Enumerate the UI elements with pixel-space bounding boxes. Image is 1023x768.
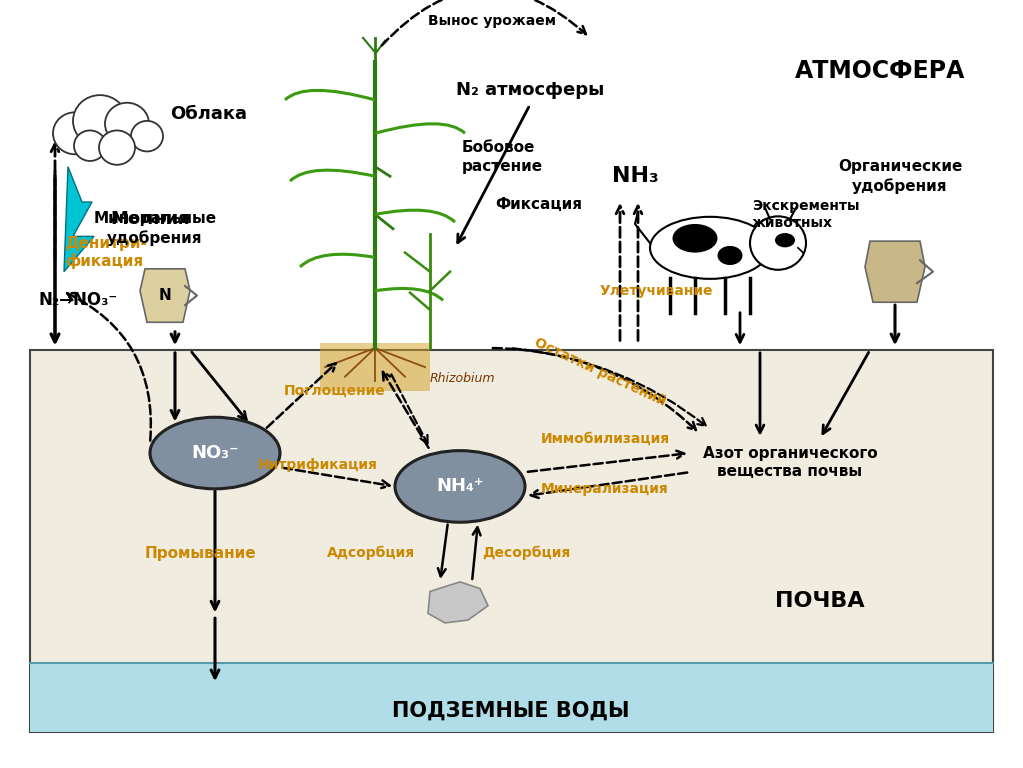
Text: АТМОСФЕРА: АТМОСФЕРА: [795, 59, 965, 83]
Text: Фиксация: Фиксация: [495, 197, 582, 213]
Polygon shape: [64, 167, 94, 272]
Polygon shape: [428, 582, 488, 623]
Polygon shape: [865, 241, 925, 303]
Text: Вынос урожаем: Вынос урожаем: [428, 15, 555, 28]
Polygon shape: [30, 663, 993, 732]
Text: Rhizobium: Rhizobium: [430, 372, 495, 385]
Circle shape: [131, 121, 163, 151]
Text: Органические
удобрения: Органические удобрения: [838, 159, 963, 194]
Text: Поглощение: Поглощение: [284, 384, 386, 398]
Text: Экскременты
животных: Экскременты животных: [752, 199, 859, 230]
Text: Остатки растений: Остатки растений: [532, 335, 668, 409]
Ellipse shape: [650, 217, 770, 279]
Text: Промывание: Промывание: [145, 546, 257, 561]
Text: NO₃⁻: NO₃⁻: [191, 444, 238, 462]
Text: N₂→NO₃⁻: N₂→NO₃⁻: [38, 291, 117, 310]
Ellipse shape: [395, 451, 525, 522]
Circle shape: [74, 131, 106, 161]
Circle shape: [53, 112, 97, 154]
Text: NH₃: NH₃: [612, 166, 659, 187]
Ellipse shape: [775, 233, 795, 247]
Circle shape: [99, 131, 135, 165]
Text: Облака: Облака: [170, 105, 247, 123]
Polygon shape: [30, 350, 993, 732]
Text: ПОЧВА: ПОЧВА: [775, 591, 864, 611]
Text: N₂ атмосферы: N₂ атмосферы: [456, 81, 605, 99]
Text: ПОДЗЕМНЫЕ ВОДЫ: ПОДЗЕМНЫЕ ВОДЫ: [392, 700, 630, 720]
Text: Десорбция: Десорбция: [482, 546, 570, 561]
Ellipse shape: [717, 246, 743, 265]
Ellipse shape: [150, 417, 280, 488]
Text: Нитрификация: Нитрификация: [258, 458, 377, 472]
Text: Минерализация: Минерализация: [541, 482, 669, 495]
Text: Молния: Молния: [110, 210, 189, 228]
Ellipse shape: [672, 224, 717, 253]
Text: N: N: [159, 288, 172, 303]
Circle shape: [105, 103, 149, 144]
Text: Азот органического
вещества почвы: Азот органического вещества почвы: [703, 445, 878, 479]
Text: Адсорбция: Адсорбция: [327, 546, 415, 561]
Circle shape: [73, 95, 127, 147]
Text: Улетучивание: Улетучивание: [601, 284, 713, 298]
Text: Минеральные
удобрения: Минеральные удобрения: [93, 211, 217, 246]
Text: NH₄⁺: NH₄⁺: [436, 478, 484, 495]
Text: Денитри-
фикация: Денитри- фикация: [65, 236, 147, 270]
Text: Бобовое
растение: Бобовое растение: [462, 141, 543, 174]
Circle shape: [750, 217, 806, 270]
Text: Иммобилизация: Иммобилизация: [540, 432, 670, 445]
FancyBboxPatch shape: [320, 343, 430, 391]
Polygon shape: [140, 269, 190, 323]
